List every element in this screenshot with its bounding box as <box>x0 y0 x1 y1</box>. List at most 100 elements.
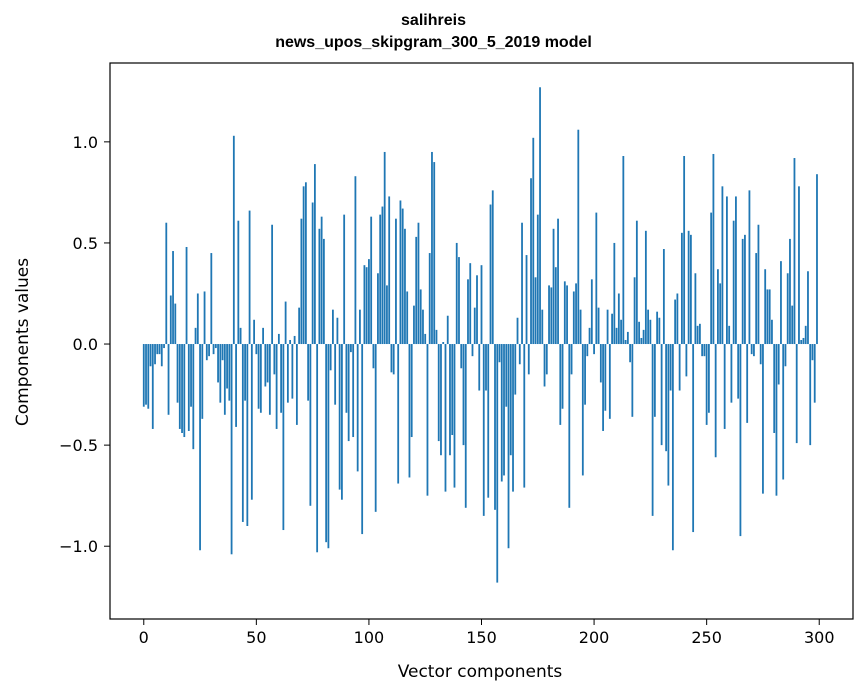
bar <box>386 285 388 345</box>
bar <box>419 289 422 345</box>
bar <box>557 218 559 345</box>
bar <box>228 344 231 401</box>
bar <box>586 344 589 357</box>
bar <box>615 327 618 345</box>
bar <box>350 344 352 353</box>
bar <box>309 344 312 506</box>
bar <box>746 344 749 423</box>
bar <box>590 279 593 345</box>
bar <box>361 344 364 535</box>
bar <box>660 344 663 446</box>
bar <box>395 218 397 345</box>
bar <box>561 344 564 409</box>
x-tick-label: 200 <box>579 628 610 647</box>
bar <box>550 287 553 345</box>
bar <box>379 214 382 345</box>
bar <box>692 344 695 533</box>
bar <box>811 344 814 361</box>
bar <box>518 344 521 365</box>
bar <box>694 273 697 345</box>
bar <box>559 344 562 425</box>
bar <box>291 344 294 399</box>
bar <box>525 255 528 345</box>
bar <box>453 344 456 488</box>
bar <box>208 344 210 357</box>
bar <box>649 319 652 345</box>
bar <box>329 344 332 371</box>
bar <box>786 273 789 345</box>
bar <box>417 222 420 345</box>
bar <box>381 206 384 345</box>
y-tick-label: −1.0 <box>59 537 98 556</box>
bar <box>183 344 186 438</box>
bar <box>795 344 798 444</box>
bar <box>644 230 647 345</box>
bar <box>620 319 622 345</box>
bar <box>226 344 228 389</box>
bar <box>426 344 429 496</box>
bar <box>372 344 375 369</box>
bar <box>575 283 577 345</box>
bar <box>651 344 654 516</box>
bar <box>404 228 406 345</box>
bar <box>638 321 641 345</box>
bar <box>572 291 575 345</box>
bar <box>428 253 431 345</box>
bar <box>268 344 271 415</box>
bar <box>584 344 586 405</box>
bar <box>307 344 310 401</box>
bar <box>739 344 742 537</box>
bar <box>791 305 794 345</box>
bar <box>626 331 629 345</box>
bar <box>250 344 253 500</box>
bar <box>185 246 188 345</box>
bar <box>606 309 609 345</box>
bar <box>737 344 740 399</box>
bar <box>667 344 670 486</box>
bar <box>530 178 532 345</box>
bar <box>714 344 717 458</box>
bar <box>235 344 237 427</box>
bar <box>482 344 485 516</box>
bar <box>363 265 366 345</box>
bar <box>354 176 357 345</box>
bar <box>435 329 438 345</box>
bar <box>399 200 402 345</box>
x-tick-label: 250 <box>691 628 722 647</box>
bar <box>174 303 177 345</box>
bar <box>352 344 355 438</box>
bar <box>280 344 283 413</box>
y-tick-label: 1.0 <box>73 133 98 152</box>
bar <box>341 344 343 500</box>
bar <box>710 212 713 345</box>
bar <box>532 137 535 345</box>
bar <box>800 339 803 345</box>
bar <box>293 335 296 345</box>
bar <box>489 204 492 345</box>
bar <box>624 339 627 345</box>
bar <box>460 344 463 369</box>
bar <box>689 234 692 345</box>
bar <box>595 212 598 345</box>
bar <box>440 344 442 456</box>
chart-subtitle: news_upos_skipgram_300_5_2019 model <box>275 34 592 51</box>
bar <box>748 190 751 345</box>
bar <box>674 299 677 345</box>
bar <box>203 291 206 345</box>
bar <box>622 156 625 345</box>
bar <box>149 344 152 367</box>
bar <box>755 253 758 345</box>
bar <box>678 344 681 391</box>
bar <box>771 319 773 345</box>
bar <box>413 305 415 345</box>
bar <box>458 257 460 345</box>
bar <box>485 344 487 391</box>
bar <box>782 344 785 480</box>
bar <box>658 317 661 345</box>
bar <box>205 344 208 361</box>
bar <box>304 182 307 345</box>
bar <box>196 293 199 345</box>
bar <box>437 344 440 442</box>
bar <box>295 344 298 425</box>
x-tick-label: 150 <box>466 628 497 647</box>
